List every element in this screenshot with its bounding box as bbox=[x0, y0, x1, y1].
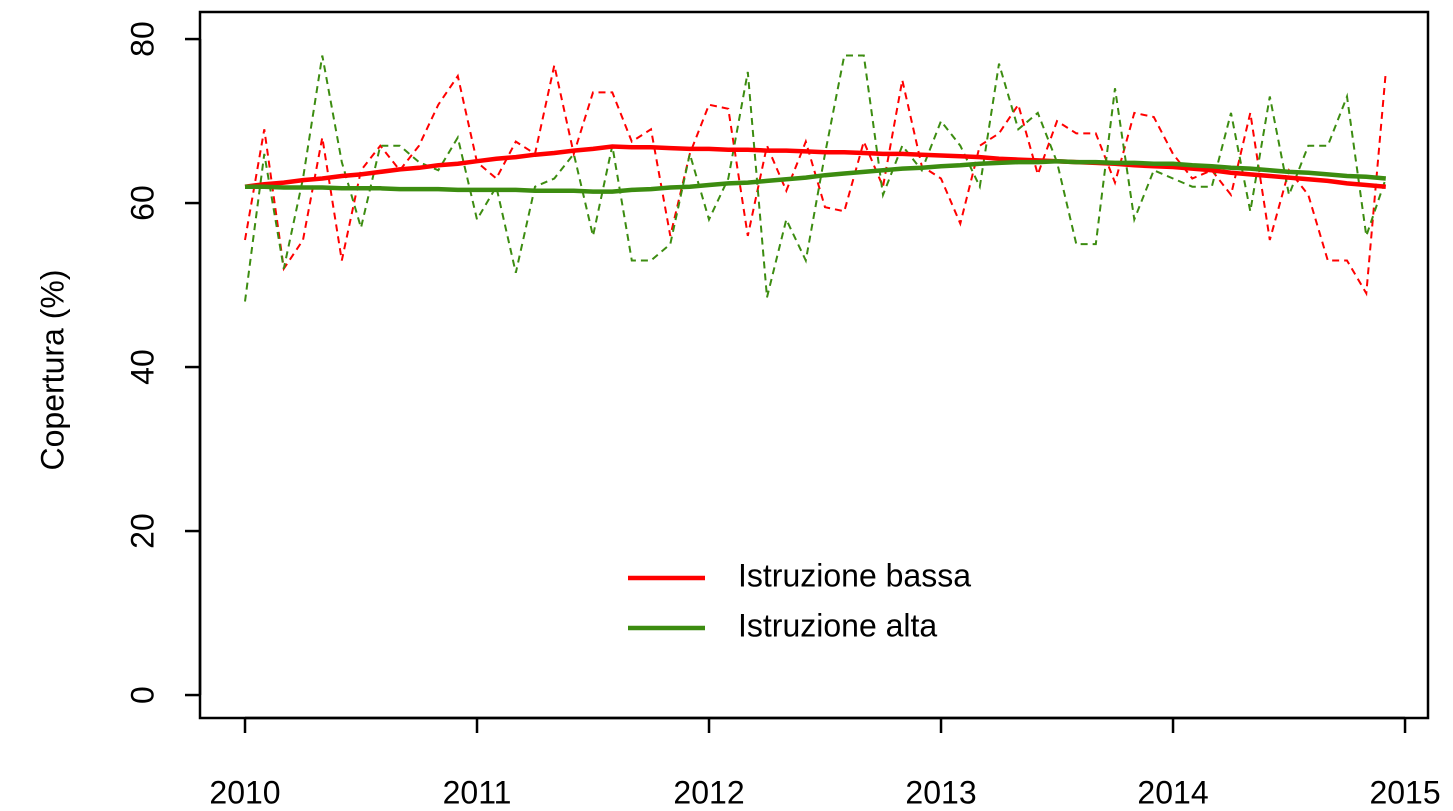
x-tick-label: 2014 bbox=[1137, 774, 1208, 810]
y-axis-label: Copertura (%) bbox=[34, 270, 70, 471]
raw-line bbox=[244, 54, 1387, 302]
legend-label: Istruzione bassa bbox=[738, 557, 971, 593]
x-tick-label: 2012 bbox=[673, 774, 744, 810]
x-tick-label: 2011 bbox=[443, 774, 512, 810]
y-tick-label: 0 bbox=[124, 686, 160, 704]
x-tick-label: 2013 bbox=[905, 774, 976, 810]
y-tick-label: 80 bbox=[124, 21, 160, 57]
trend-line bbox=[245, 158, 1386, 194]
y-tick-label: 20 bbox=[124, 513, 160, 549]
trend-line bbox=[244, 144, 1386, 189]
x-tick-label: 2010 bbox=[209, 774, 280, 810]
x-tick-label: 2015 bbox=[1369, 774, 1440, 810]
legend-label: Istruzione alta bbox=[738, 607, 937, 643]
y-tick-label: 40 bbox=[124, 349, 160, 385]
y-tick-label: 60 bbox=[124, 185, 160, 221]
